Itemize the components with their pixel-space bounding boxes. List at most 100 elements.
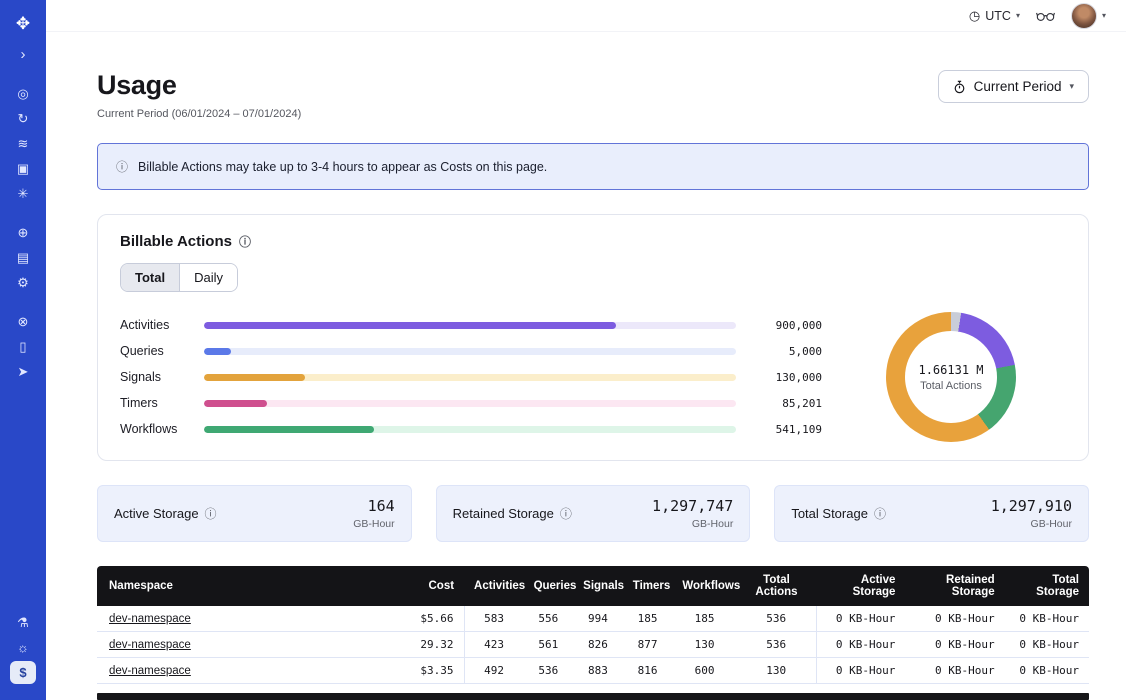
tab-daily[interactable]: Daily bbox=[179, 264, 237, 291]
bar-track bbox=[204, 348, 736, 355]
usage-table-head-row: NamespaceCostActivitiesQueriesSignalsTim… bbox=[97, 566, 1089, 606]
bar-row-signals: Signals130,000 bbox=[120, 364, 822, 390]
column-header-cost: Cost bbox=[395, 566, 464, 606]
cell-signals: 826 bbox=[573, 632, 623, 658]
total-storage-label: Total Storage bbox=[791, 506, 868, 521]
layers-icon[interactable]: ≋ bbox=[10, 132, 36, 155]
bar-label: Timers bbox=[120, 396, 192, 410]
bar-fill bbox=[204, 348, 231, 355]
usage-table: NamespaceCostActivitiesQueriesSignalsTim… bbox=[97, 566, 1089, 684]
cell-active_storage: 0 KB-Hour bbox=[816, 658, 905, 684]
deployments-icon[interactable]: ▣ bbox=[10, 157, 36, 180]
labs-flask-icon[interactable]: ⚗ bbox=[10, 611, 36, 634]
avatar bbox=[1071, 3, 1097, 29]
cell-signals: 883 bbox=[573, 658, 623, 684]
cell-queries: 556 bbox=[524, 606, 574, 632]
bar-fill bbox=[204, 322, 616, 329]
cell-cost: 29.32 bbox=[395, 632, 464, 658]
namespace-link[interactable]: dev-namespace bbox=[109, 613, 191, 625]
sidebar-group-account: ⊕ ▤ ⚙ bbox=[10, 221, 36, 296]
cell-total_storage: 0 KB-Hour bbox=[1005, 658, 1089, 684]
cell-total_actions: 536 bbox=[737, 632, 816, 658]
support-icon[interactable]: ⊗ bbox=[10, 310, 36, 333]
timezone-label: UTC bbox=[985, 9, 1011, 23]
bar-track bbox=[204, 400, 736, 407]
namespace-link[interactable]: dev-namespace bbox=[109, 639, 191, 651]
cell-retained_storage: 0 KB-Hour bbox=[905, 658, 1004, 684]
getting-started-icon[interactable]: ➤ bbox=[10, 360, 36, 383]
current-period-subtitle: Current Period (06/01/2024 – 07/01/2024) bbox=[97, 108, 301, 120]
nexus-icon[interactable]: ✳ bbox=[10, 182, 36, 205]
settings-gear-icon[interactable]: ⚙ bbox=[10, 271, 36, 294]
info-icon[interactable]: ⓘ bbox=[560, 505, 572, 522]
page-header: Usage Current Period (06/01/2024 – 07/01… bbox=[97, 70, 1089, 120]
tab-total[interactable]: Total bbox=[121, 264, 179, 291]
theme-sun-icon[interactable]: ☼ bbox=[10, 636, 36, 659]
namespaces-icon[interactable]: ◎ bbox=[10, 82, 36, 105]
column-header-timers: Timers bbox=[623, 566, 673, 606]
cell-activities: 423 bbox=[464, 632, 524, 658]
chevron-down-icon: ▾ bbox=[1016, 11, 1020, 20]
bar-fill bbox=[204, 426, 374, 433]
cell-timers: 877 bbox=[623, 632, 673, 658]
usage-dollar-icon[interactable]: $ bbox=[10, 661, 36, 684]
period-selector-button[interactable]: Current Period ▾ bbox=[938, 70, 1089, 103]
billable-actions-card: Billable Actions ⓘ Total Daily Activitie… bbox=[97, 214, 1089, 461]
temporal-logo-icon[interactable]: ✥ bbox=[10, 12, 36, 35]
history-icon[interactable]: ↻ bbox=[10, 107, 36, 130]
table-row: dev-namespace$3.354925368838166001300 KB… bbox=[97, 658, 1089, 684]
total-storage-unit: GB-Hour bbox=[991, 518, 1072, 530]
namespace-link[interactable]: dev-namespace bbox=[109, 665, 191, 677]
storage-summary-row: Active Storage ⓘ 164 GB-Hour Retained St… bbox=[97, 485, 1089, 542]
cloud-icon[interactable]: ⊕ bbox=[10, 221, 36, 244]
table-row: dev-namespace$5.665835569941851855360 KB… bbox=[97, 606, 1089, 632]
user-menu[interactable]: ▾ bbox=[1071, 3, 1106, 29]
app-root: ✥ › ◎ ↻ ≋ ▣ ✳ ⊕ ▤ ⚙ ⊗ ▯ ➤ ⚗ ☼ $ ◷ bbox=[0, 0, 1126, 700]
cell-total_actions: 536 bbox=[737, 606, 816, 632]
horizontal-scrollbar[interactable] bbox=[97, 693, 1089, 700]
retained-storage-value: 1,297,747 bbox=[652, 497, 733, 515]
total-storage-card: Total Storage ⓘ 1,297,910 GB-Hour bbox=[774, 485, 1089, 542]
donut-center: 1.66131 M Total Actions bbox=[905, 331, 997, 423]
column-header-total_actions: Total Actions bbox=[737, 566, 816, 606]
cell-namespace: dev-namespace bbox=[97, 606, 395, 632]
banner-text: Billable Actions may take up to 3-4 hour… bbox=[138, 160, 547, 174]
column-header-signals: Signals bbox=[573, 566, 623, 606]
cell-queries: 536 bbox=[524, 658, 574, 684]
info-icon[interactable]: ⓘ bbox=[239, 233, 251, 250]
bar-track bbox=[204, 322, 736, 329]
period-selector-label: Current Period bbox=[974, 79, 1062, 94]
cell-active_storage: 0 KB-Hour bbox=[816, 632, 905, 658]
expand-sidebar-icon[interactable]: › bbox=[10, 43, 36, 66]
retained-storage-card: Retained Storage ⓘ 1,297,747 GB-Hour bbox=[436, 485, 751, 542]
timezone-selector[interactable]: ◷ UTC ▾ bbox=[969, 8, 1020, 24]
cell-namespace: dev-namespace bbox=[97, 658, 395, 684]
main-area: ◷ UTC ▾ ▾ Usage bbox=[46, 0, 1126, 700]
cell-total_storage: 0 KB-Hour bbox=[1005, 606, 1089, 632]
cell-total_actions: 130 bbox=[737, 658, 816, 684]
docs-icon[interactable]: ▯ bbox=[10, 335, 36, 358]
bar-fill bbox=[204, 374, 305, 381]
sidebar-group-bottom: ⚗ ☼ $ bbox=[10, 611, 36, 686]
bar-label: Queries bbox=[120, 344, 192, 358]
cell-activities: 492 bbox=[464, 658, 524, 684]
donut-wrap: 1.66131 M Total Actions bbox=[836, 312, 1066, 442]
info-icon[interactable]: ⓘ bbox=[205, 505, 217, 522]
bar-label: Workflows bbox=[120, 422, 192, 436]
cell-activities: 583 bbox=[464, 606, 524, 632]
glasses-icon[interactable] bbox=[1036, 10, 1055, 22]
column-header-namespace: Namespace bbox=[97, 566, 395, 606]
billing-icon[interactable]: ▤ bbox=[10, 246, 36, 269]
sidebar-group-help: ⊗ ▯ ➤ bbox=[10, 310, 36, 385]
cell-workflows: 130 bbox=[672, 632, 736, 658]
retained-storage-label: Retained Storage bbox=[453, 506, 554, 521]
chevron-down-icon: ▾ bbox=[1069, 81, 1074, 92]
active-storage-unit: GB-Hour bbox=[353, 518, 394, 530]
clock-icon: ◷ bbox=[969, 8, 980, 24]
info-banner: ⓘ Billable Actions may take up to 3-4 ho… bbox=[97, 143, 1089, 190]
bar-row-timers: Timers85,201 bbox=[120, 390, 822, 416]
cell-timers: 816 bbox=[623, 658, 673, 684]
info-icon[interactable]: ⓘ bbox=[874, 505, 886, 522]
cell-active_storage: 0 KB-Hour bbox=[816, 606, 905, 632]
total-actions-label: Total Actions bbox=[920, 380, 982, 392]
